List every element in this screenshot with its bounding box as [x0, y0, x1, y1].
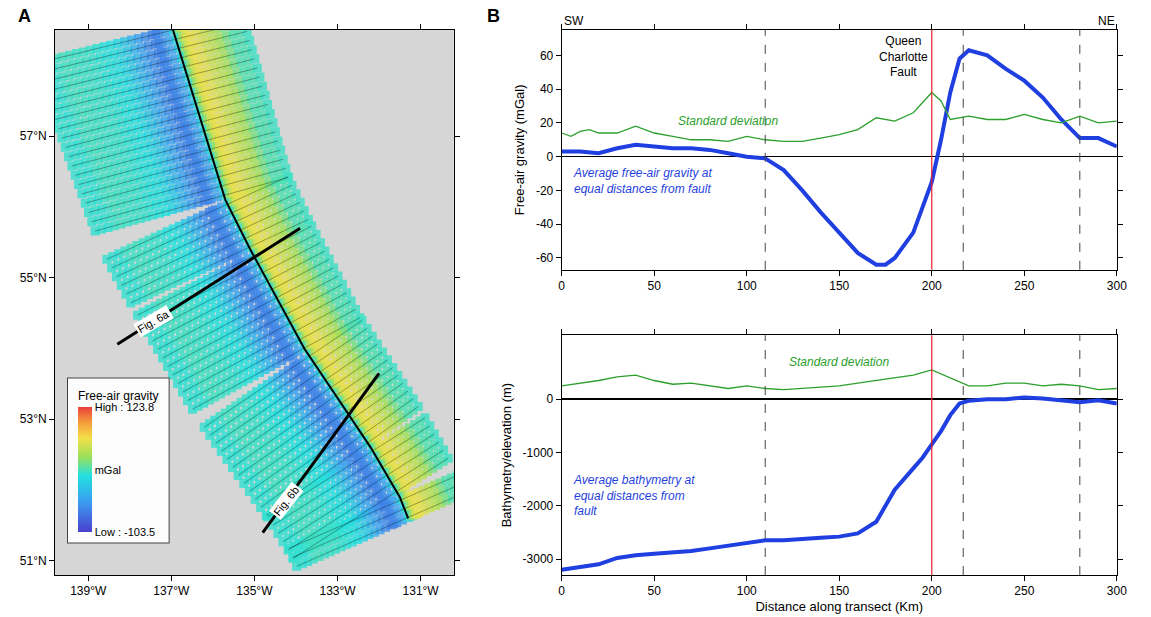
svg-text:Standard deviation: Standard deviation: [789, 355, 889, 369]
svg-text:Standard deviation: Standard deviation: [678, 114, 778, 128]
svg-text:Bathymetry/elevation (m): Bathymetry/elevation (m): [499, 383, 514, 527]
svg-text:-40: -40: [536, 217, 554, 231]
svg-text:200: 200: [922, 279, 942, 293]
svg-text:300: 300: [1107, 584, 1127, 598]
svg-text:131°W: 131°W: [403, 584, 440, 598]
svg-text:50: 50: [648, 584, 662, 598]
svg-text:20: 20: [540, 116, 554, 130]
svg-text:100: 100: [737, 279, 757, 293]
svg-text:-2000: -2000: [523, 499, 554, 513]
svg-text:Fig. 6b: Fig. 6b: [271, 484, 301, 518]
svg-text:250: 250: [1014, 584, 1034, 598]
svg-text:137°W: 137°W: [153, 584, 190, 598]
svg-text:0: 0: [547, 392, 554, 406]
svg-text:250: 250: [1014, 279, 1034, 293]
svg-text:150: 150: [829, 584, 849, 598]
svg-text:100: 100: [737, 584, 757, 598]
svg-text:53°N: 53°N: [20, 412, 47, 426]
svg-text:Free-air gravity: Free-air gravity: [78, 389, 159, 403]
svg-text:Distance along transect (Km): Distance along transect (Km): [755, 599, 923, 614]
svg-text:NE: NE: [1098, 14, 1115, 28]
svg-text:57°N: 57°N: [20, 129, 47, 143]
svg-text:0: 0: [558, 279, 565, 293]
svg-text:55°N: 55°N: [20, 271, 47, 285]
svg-text:60: 60: [540, 49, 554, 63]
svg-text:139°W: 139°W: [70, 584, 107, 598]
svg-text:A: A: [18, 6, 31, 26]
svg-text:B: B: [487, 6, 500, 26]
svg-text:40: 40: [540, 82, 554, 96]
svg-text:51°N: 51°N: [20, 554, 47, 568]
svg-text:mGal: mGal: [95, 464, 121, 476]
svg-text:Fig. 6a: Fig. 6a: [135, 307, 171, 335]
svg-text:50: 50: [648, 279, 662, 293]
svg-text:High : 123.8: High : 123.8: [95, 401, 154, 413]
svg-text:Low : -103.5: Low : -103.5: [95, 526, 156, 538]
svg-text:300: 300: [1107, 279, 1127, 293]
svg-text:0: 0: [558, 584, 565, 598]
svg-text:Free-air gravity (mGal): Free-air gravity (mGal): [512, 85, 527, 216]
svg-text:-1000: -1000: [523, 446, 554, 460]
svg-text:200: 200: [922, 584, 942, 598]
svg-text:133°W: 133°W: [319, 584, 356, 598]
svg-text:0: 0: [547, 150, 554, 164]
svg-text:150: 150: [829, 279, 849, 293]
svg-text:Average bathymetry atequal dis: Average bathymetry atequal distances fro…: [573, 473, 695, 518]
svg-text:Average free-air gravity atequ: Average free-air gravity atequal distanc…: [573, 166, 713, 196]
svg-text:-60: -60: [536, 251, 554, 265]
svg-text:-3000: -3000: [523, 552, 554, 566]
svg-text:-20: -20: [536, 184, 554, 198]
svg-text:135°W: 135°W: [236, 584, 273, 598]
svg-text:SW: SW: [564, 14, 584, 28]
svg-text:QueenCharlotteFault: QueenCharlotteFault: [879, 34, 928, 79]
